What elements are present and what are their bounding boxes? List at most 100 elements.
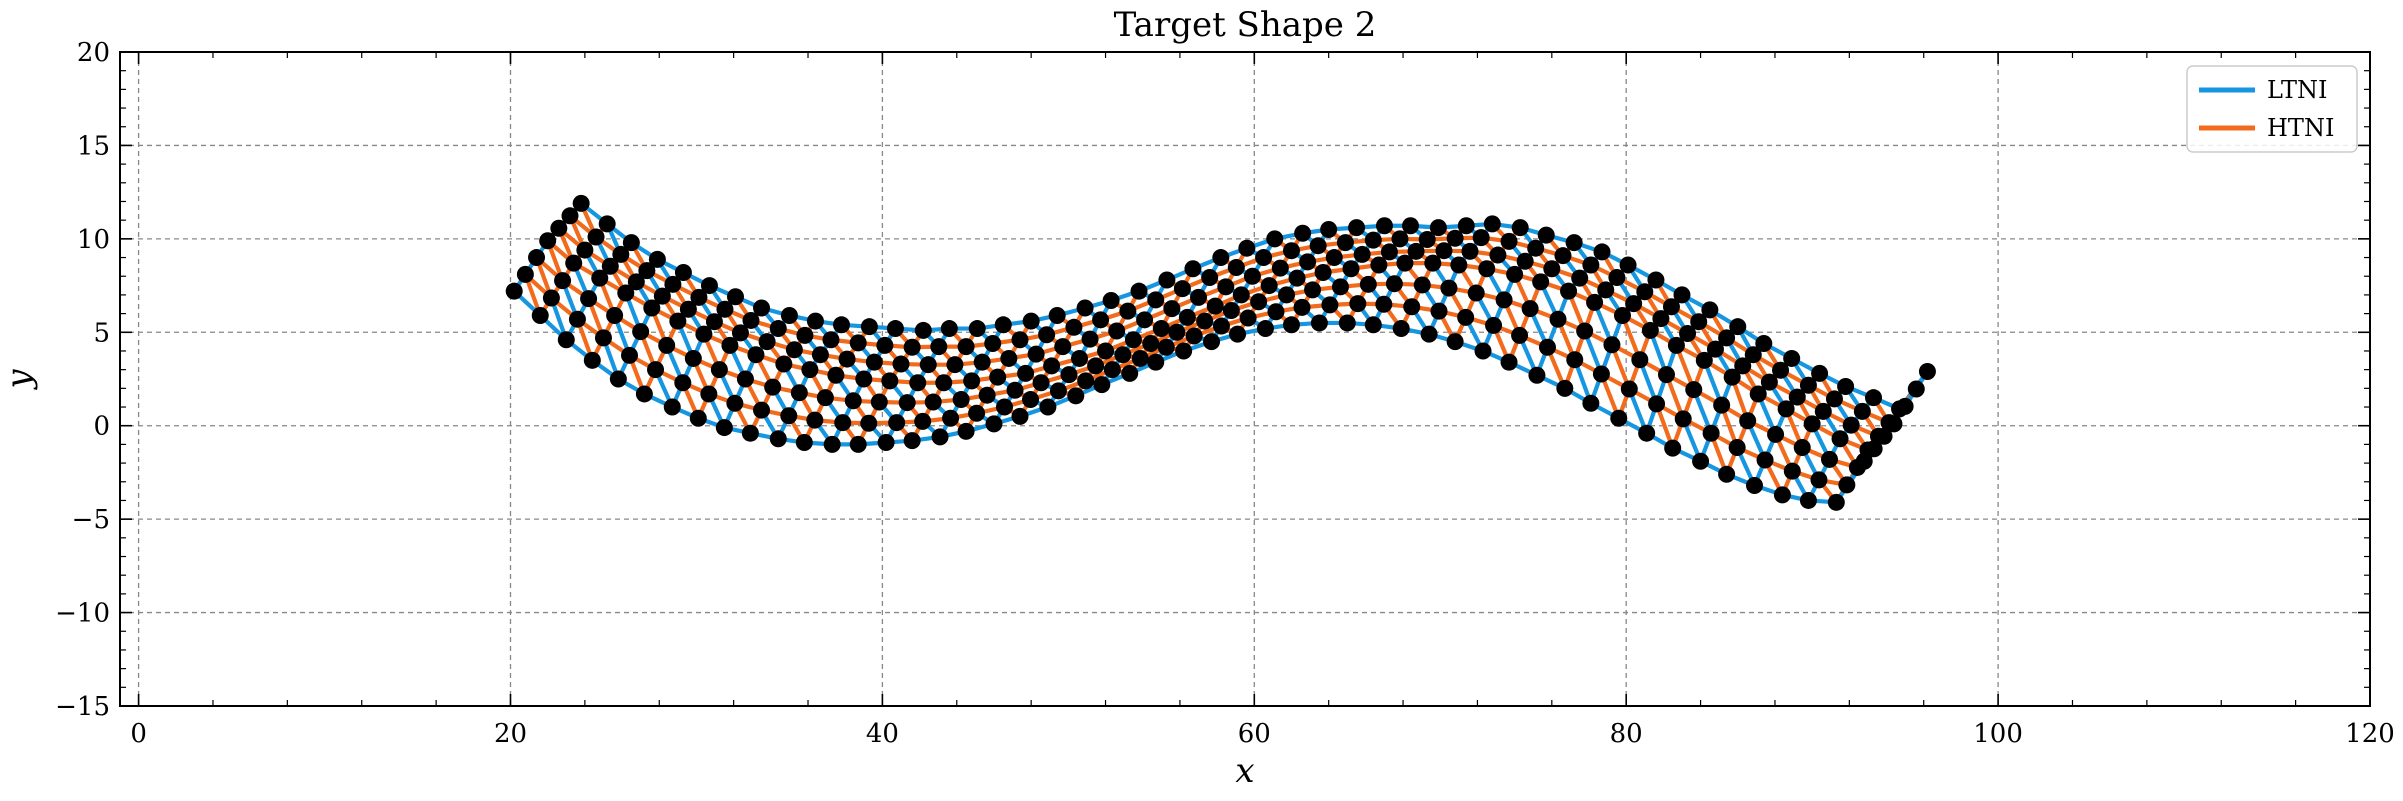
lattice-node [1692, 452, 1710, 470]
lattice-node [1309, 237, 1327, 255]
lattice-node [1418, 230, 1436, 248]
lattice-node [1071, 349, 1089, 367]
lattice-node [769, 430, 787, 448]
lattice-node [827, 366, 845, 384]
lattice-node [790, 384, 808, 402]
lattice-node [973, 353, 991, 371]
lattice-node [1613, 306, 1631, 324]
lattice-node [1521, 300, 1539, 318]
lattice-node [1147, 353, 1165, 371]
lattice-node [909, 374, 927, 392]
lattice-node [1825, 390, 1843, 408]
lattice-node [1065, 318, 1083, 336]
lattice-node [643, 299, 661, 317]
lattice-node [1196, 312, 1214, 330]
lattice-node [1267, 303, 1285, 321]
lattice-node [1102, 292, 1120, 310]
lattice-node [1168, 323, 1186, 341]
lattice-node [1243, 267, 1261, 285]
lattice-node [531, 306, 549, 324]
lattice-node [572, 194, 590, 212]
lattice-node [1865, 389, 1883, 407]
lattice-node [1478, 260, 1496, 278]
lattice-node [1325, 249, 1343, 267]
lattice-node [1814, 402, 1832, 420]
lattice-node [1565, 234, 1583, 252]
lattice-node [834, 414, 852, 432]
lattice-node [1586, 293, 1604, 311]
lattice-node [528, 249, 546, 267]
lattice-node [769, 320, 787, 338]
lattice-node [1320, 221, 1338, 239]
lattice-node [1760, 373, 1778, 391]
lattice-node [1803, 415, 1821, 433]
lattice-node [1695, 351, 1713, 369]
lattice-node [1130, 282, 1148, 300]
lattice-node [855, 370, 873, 388]
lattice-node [1353, 245, 1371, 263]
y-tick-label: 10 [77, 225, 110, 255]
lattice-node [1756, 451, 1774, 469]
lattice-node [1549, 310, 1567, 328]
y-tick-label: 15 [77, 131, 110, 161]
x-tick-label: 80 [1610, 719, 1643, 749]
lattice-node [1755, 334, 1773, 352]
lattice-node [1108, 322, 1126, 340]
lattice-node [1875, 427, 1893, 445]
lattice-node [1713, 396, 1731, 414]
lattice-node [1081, 330, 1099, 348]
lattice-node [1093, 376, 1111, 394]
lattice-node [1788, 388, 1806, 406]
lattice-node [1011, 407, 1029, 425]
lattice-node [914, 321, 932, 339]
lattice-node [1506, 265, 1524, 283]
lattice-node [1119, 302, 1137, 320]
lattice-node [710, 361, 728, 379]
lattice-node [930, 338, 948, 356]
lattice-node [1435, 242, 1453, 260]
lattice-node [627, 273, 645, 291]
lattice-node [935, 374, 953, 392]
lattice-node [700, 277, 718, 295]
lattice-node [1511, 326, 1529, 344]
lattice-node [568, 310, 586, 328]
lattice-node [1022, 312, 1040, 330]
lattice-node [580, 290, 598, 308]
y-tick-label: −10 [55, 599, 110, 629]
lattice-node [996, 398, 1014, 416]
lattice-node [865, 353, 883, 371]
x-tick-label: 40 [866, 719, 899, 749]
chart-title: Target Shape 2 [1114, 5, 1377, 45]
lattice-node [1865, 440, 1883, 458]
lattice-node [1256, 320, 1274, 338]
lattice-node [1288, 269, 1306, 287]
lattice-node [1597, 281, 1615, 299]
lattice-node [715, 419, 733, 437]
lattice-node [1483, 215, 1501, 233]
lattice-node [1203, 333, 1221, 351]
lattice-node [1647, 271, 1665, 289]
lattice-node [1321, 296, 1339, 314]
lattice-node [1446, 229, 1464, 247]
lattice-node [888, 414, 906, 432]
lattice-node [952, 391, 970, 409]
lattice-node [1610, 409, 1628, 427]
lattice-node [1392, 320, 1410, 338]
lattice-node [1855, 452, 1873, 470]
lattice-node [1407, 242, 1425, 260]
lattice-node [984, 334, 1002, 352]
lattice-node [1401, 217, 1419, 235]
lattice-node [1641, 321, 1659, 339]
lattice-node [1472, 229, 1490, 247]
lattice-node [539, 232, 557, 250]
lattice-node [881, 372, 899, 390]
lattice-node [838, 350, 856, 368]
lattice-node [1636, 283, 1654, 301]
lattice-node [1299, 253, 1317, 271]
lattice-node [1701, 301, 1719, 319]
lattice-node [860, 414, 878, 432]
lattice-node [609, 370, 627, 388]
lattice-node [742, 311, 760, 329]
